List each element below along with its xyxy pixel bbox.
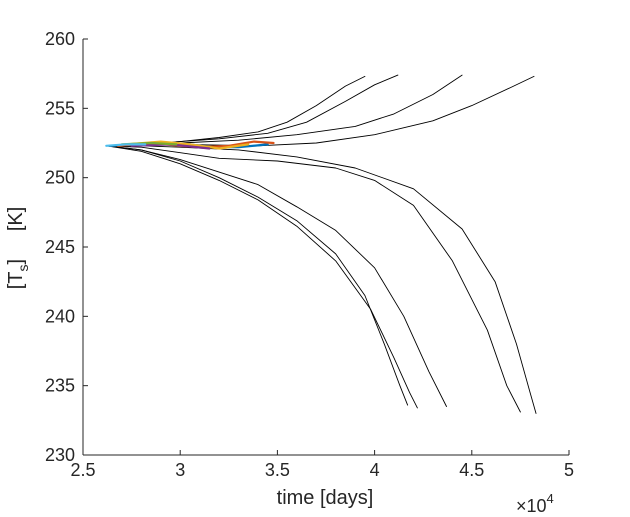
x-tick-label: 3 [175, 460, 185, 480]
y-axis-label-main: [T [5, 272, 27, 290]
x-tick-label: 3.5 [265, 460, 290, 480]
x-axis-label: time [days] [277, 487, 374, 509]
y-ticks: 230 235 240 245 250 255 260 [45, 29, 88, 465]
x-tick-label: 4 [370, 460, 380, 480]
x-tick-label: 5 [564, 460, 574, 480]
y-tick-label: 255 [45, 98, 75, 118]
y-tick-label: 245 [45, 237, 75, 257]
series-line-15 [105, 143, 147, 147]
series-line-9 [105, 145, 537, 414]
x-multiplier-base: ×10 [516, 496, 547, 516]
series-line-5 [105, 145, 409, 406]
x-tick-label: 4.5 [459, 460, 484, 480]
series-line-7 [105, 145, 447, 407]
y-tick-label: 250 [45, 168, 75, 188]
series-line-4 [105, 75, 535, 147]
series-line-8 [105, 145, 521, 413]
y-tick-label: 260 [45, 29, 75, 49]
axes: 2.5 3 3.5 4 4.5 5 230 235 240 245 250 255 260 [45, 29, 574, 480]
y-axis-label-unit: ] [K] [5, 207, 27, 265]
x-tick-label: 2.5 [70, 460, 95, 480]
series-line-3 [105, 74, 463, 147]
y-axis-label-subscript: s [15, 265, 31, 272]
y-tick-label: 240 [45, 306, 75, 326]
x-multiplier-exponent: 4 [547, 491, 554, 506]
x-multiplier: ×104 [516, 491, 554, 516]
series-line-2 [105, 74, 399, 147]
y-tick-label: 235 [45, 376, 75, 396]
plot-lines [105, 74, 537, 414]
y-axis-label: [Ts] [K] [5, 207, 31, 290]
series-line-6 [105, 145, 418, 409]
y-tick-label: 230 [45, 445, 75, 465]
x-ticks: 2.5 3 3.5 4 4.5 5 [70, 450, 574, 480]
series-line-1 [105, 75, 366, 147]
